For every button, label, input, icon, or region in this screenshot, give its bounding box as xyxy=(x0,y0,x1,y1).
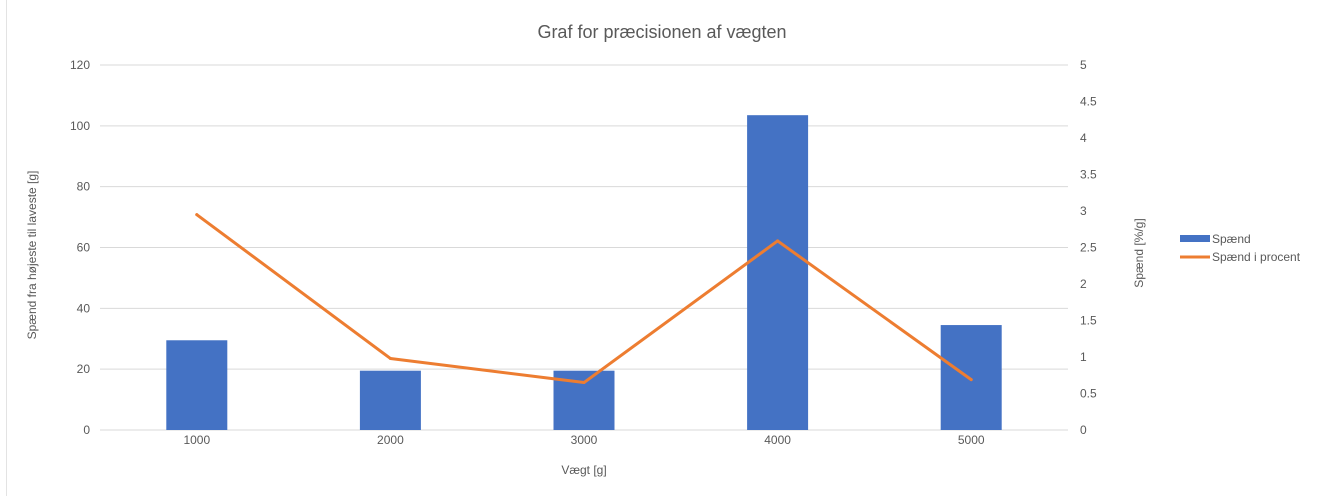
line-point xyxy=(582,381,586,385)
y2-tick-label: 2 xyxy=(1080,277,1087,291)
y-tick-label: 40 xyxy=(77,301,91,315)
y2-axis-label: Spænd [%/g] xyxy=(1132,218,1146,287)
series-line xyxy=(195,213,973,385)
x-tick-label: 4000 xyxy=(764,433,791,447)
line-point xyxy=(388,356,392,360)
y-axis-label: Spænd fra højeste til laveste [g] xyxy=(25,171,39,340)
y2-tick-label: 1.5 xyxy=(1080,314,1097,328)
y-tick-label: 100 xyxy=(70,119,90,133)
bar xyxy=(166,340,228,430)
x-tick-label: 5000 xyxy=(958,433,985,447)
y2-tick-label: 5 xyxy=(1080,58,1087,72)
line-point xyxy=(195,213,199,217)
y-tick-label: 0 xyxy=(83,423,90,437)
y-tick-label: 20 xyxy=(77,362,91,376)
y2-tick-label: 3.5 xyxy=(1080,168,1097,182)
bar xyxy=(359,370,421,430)
line-point xyxy=(776,239,780,243)
legend-label-line: Spænd i procent xyxy=(1212,250,1301,264)
y-axis-ticks: 0 20 40 60 80 100 120 xyxy=(70,58,90,437)
y2-tick-label: 3 xyxy=(1080,204,1087,218)
line-point xyxy=(969,378,973,382)
bar xyxy=(940,325,1002,430)
chart-title: Graf for præcisionen af vægten xyxy=(537,22,786,42)
y2-tick-label: 4 xyxy=(1080,131,1087,145)
y-tick-label: 80 xyxy=(77,180,91,194)
y2-tick-label: 0.5 xyxy=(1080,387,1097,401)
legend-swatch-bar xyxy=(1180,235,1210,242)
legend-label-bar: Spænd xyxy=(1212,232,1251,246)
x-axis-ticks: 1000 2000 3000 4000 5000 xyxy=(183,433,984,447)
gridlines xyxy=(100,64,1068,431)
y-tick-label: 60 xyxy=(77,241,91,255)
y2-tick-label: 1 xyxy=(1080,350,1087,364)
sheet-row-edge xyxy=(0,0,7,496)
y2-tick-label: 0 xyxy=(1080,423,1087,437)
y-tick-label: 120 xyxy=(70,58,90,72)
x-tick-label: 1000 xyxy=(183,433,210,447)
bar xyxy=(747,115,809,430)
legend: Spænd Spænd i procent xyxy=(1180,232,1301,264)
x-tick-label: 3000 xyxy=(571,433,598,447)
y2-tick-label: 4.5 xyxy=(1080,95,1097,109)
y2-axis-ticks: 0 0.5 1 1.5 2 2.5 3 3.5 4 4.5 5 xyxy=(1080,58,1097,437)
line-series xyxy=(195,213,973,385)
x-tick-label: 2000 xyxy=(377,433,404,447)
x-axis-label: Vægt [g] xyxy=(561,463,606,477)
y2-tick-label: 2.5 xyxy=(1080,241,1097,255)
